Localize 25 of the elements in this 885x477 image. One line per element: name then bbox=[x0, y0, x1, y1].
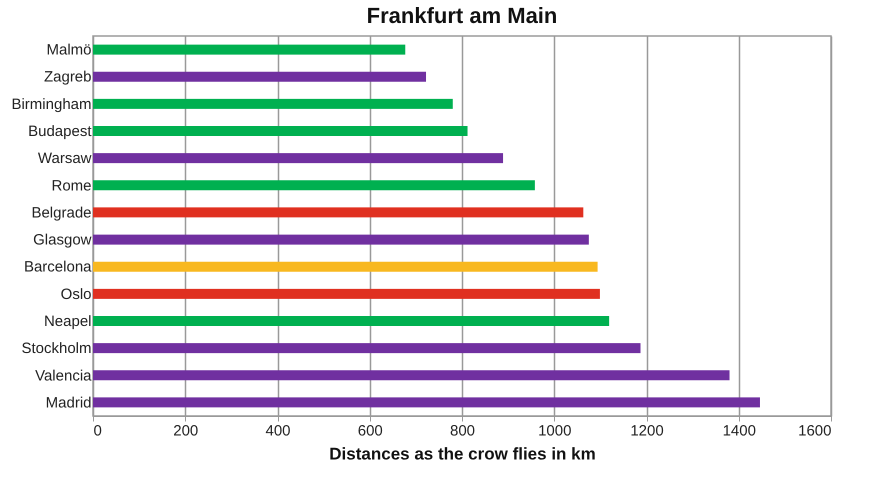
y-tick-label: Neapel bbox=[44, 313, 92, 330]
x-tick-label: 1000 bbox=[538, 422, 572, 440]
chart-title: Frankfurt am Main bbox=[366, 3, 558, 28]
y-tick-label: Malmö bbox=[46, 42, 92, 59]
y-tick-label: Warsaw bbox=[38, 150, 92, 168]
y-tick-label: Rome bbox=[51, 177, 92, 194]
y-tick-label: Valencia bbox=[35, 367, 92, 384]
y-tick-label: Budapest bbox=[28, 123, 92, 140]
y-tick-label: Stockholm bbox=[21, 340, 92, 358]
x-tick-label: 1200 bbox=[630, 422, 664, 440]
y-tick-label: Belgrade bbox=[31, 204, 92, 222]
y-tick-label: Glasgow bbox=[33, 232, 92, 249]
y-tick-label: Oslo bbox=[60, 286, 92, 303]
x-tick-label: 200 bbox=[173, 422, 198, 440]
y-tick-label: Madrid bbox=[46, 394, 92, 412]
x-tick-label: 800 bbox=[450, 422, 476, 440]
x-tick-label: 600 bbox=[358, 422, 383, 440]
x-tick-label: 400 bbox=[265, 422, 291, 440]
x-axis-title: Distances as the crow flies in km bbox=[329, 444, 596, 464]
x-tick-label: 1600 bbox=[798, 422, 832, 440]
y-tick-label: Zagreb bbox=[44, 68, 92, 86]
x-tick-label: 0 bbox=[94, 422, 102, 440]
y-tick-label: Barcelona bbox=[24, 258, 92, 276]
y-tick-label: Birmingham bbox=[11, 96, 92, 113]
x-tick-label: 1400 bbox=[722, 422, 756, 440]
